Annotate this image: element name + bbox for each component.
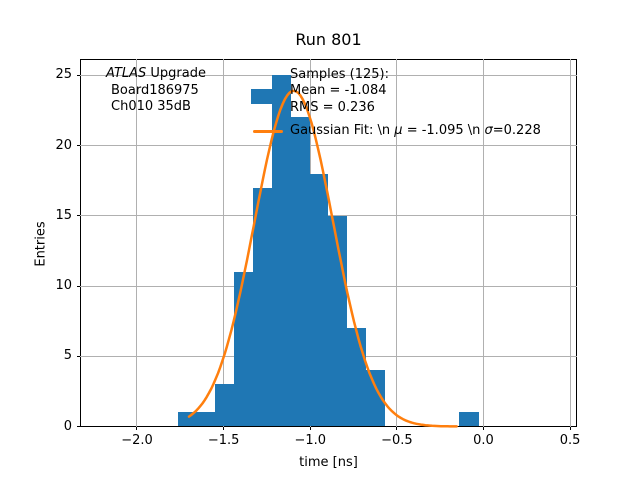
y-tickmark (76, 215, 80, 217)
histogram-bar (290, 117, 310, 427)
x-gridline (223, 58, 225, 427)
histogram-bar (271, 75, 291, 427)
x-tick-label: −2.0 (121, 432, 153, 448)
y-tick-label: 20 (55, 137, 72, 153)
histogram-bar (215, 384, 235, 427)
annotation-atlas-line: ATLAS Upgrade (106, 66, 206, 82)
y-axis-label: Entries (33, 221, 49, 267)
histogram-bar (252, 187, 272, 427)
x-tickmark (482, 426, 484, 430)
legend-samples-title: Samples (125): (290, 66, 389, 82)
y-tickmark (76, 426, 80, 427)
legend-samples-rms: RMS = 0.236 (290, 99, 375, 115)
legend-gauss-mu-symbol: μ (394, 122, 403, 138)
x-gridline (136, 58, 138, 427)
annotation-atlas-italic: ATLAS (106, 66, 147, 81)
legend-gauss-label: Gaussian Fit: \n μ = -1.095 \n σ=0.228 (290, 123, 541, 139)
histogram-bar (327, 215, 348, 427)
annotation-channel-line: Ch010 35dB (111, 99, 191, 115)
chart-title: Run 801 (295, 30, 362, 49)
histogram-bar (365, 370, 385, 427)
legend-fitline-swatch (252, 130, 283, 133)
y-tick-label: 5 (63, 348, 72, 364)
x-gridline (482, 58, 484, 427)
legend-gauss-sigma-symbol: σ (484, 122, 493, 138)
y-tick-label: 15 (55, 207, 72, 223)
x-tick-label: −0.5 (381, 432, 413, 448)
y-gridline (80, 74, 577, 76)
y-tick-label: 0 (63, 418, 72, 434)
x-gridline (396, 58, 398, 427)
legend-gauss-text: Gaussian Fit: \n (290, 122, 395, 138)
histogram-bar (309, 173, 329, 427)
x-tickmark (569, 426, 571, 430)
x-tick-label: −1.5 (207, 432, 240, 448)
x-gridline (569, 58, 571, 427)
x-tickmark (136, 426, 138, 430)
y-gridline (80, 145, 577, 147)
x-tick-label: 0.0 (473, 432, 494, 448)
histogram-bar (177, 412, 197, 427)
y-tickmark (76, 145, 80, 147)
y-tick-label: 10 (55, 278, 72, 294)
histogram-bar (459, 412, 479, 427)
y-tickmark (76, 285, 80, 287)
x-tick-label: 0.5 (559, 432, 581, 448)
legend-gauss-sigma-value: =0.228 (492, 122, 541, 138)
x-tickmark (309, 426, 311, 430)
x-tickmark (223, 426, 225, 430)
annotation-board-line: Board186975 (111, 82, 199, 98)
legend-samples-mean: Mean = -1.084 (290, 83, 387, 99)
x-tickmark (396, 426, 398, 430)
histogram-bar (234, 271, 254, 427)
x-tick-label: −1.0 (294, 432, 327, 448)
legend-gauss-mu-value: = -1.095 \n (402, 122, 485, 138)
annotation-atlas-rest: Upgrade (146, 66, 206, 81)
histogram-bar (196, 412, 216, 427)
y-tickmark (76, 355, 80, 357)
y-tickmark (76, 74, 80, 76)
histogram-bar (346, 328, 366, 427)
legend-histogram-swatch (250, 88, 281, 104)
y-tick-label: 25 (55, 67, 72, 83)
x-axis-label: time [ns] (299, 455, 358, 470)
